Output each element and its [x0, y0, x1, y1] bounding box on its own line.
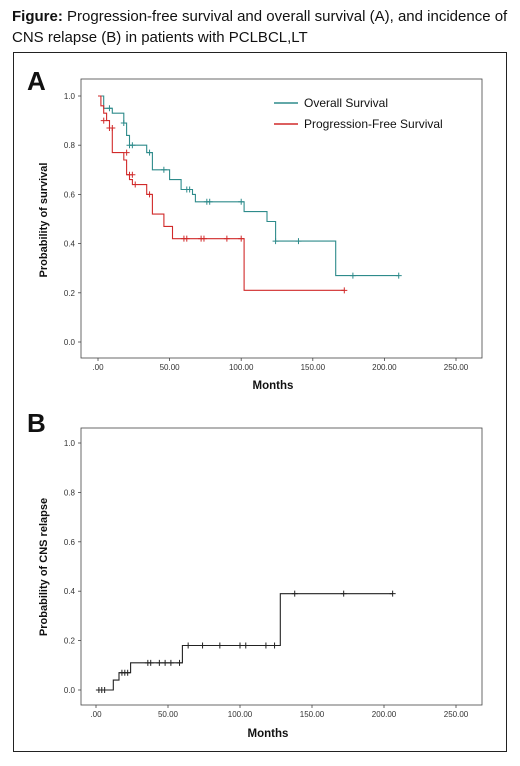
censor-mark-a-1-9	[183, 235, 190, 242]
y-tick-label-b-5: 1.0	[64, 439, 76, 448]
y-tick-label-b-2: 0.4	[64, 587, 76, 596]
plot-area-b	[80, 427, 483, 706]
censor-mark-a-0-9	[206, 198, 213, 205]
censor-mark-b-0-5	[124, 669, 131, 676]
censor-mark-a-1-2	[109, 124, 116, 131]
axis-ticks-b: .00 50.00 100.00 150.00 200.00 250.00 0.0 0.2 0.…	[64, 439, 469, 719]
censor-mark-b-0-8	[156, 659, 163, 666]
chart-panel-b: Probability of CNS relapse Months .00 50.…	[38, 427, 483, 740]
censor-mark-b-0-15	[237, 642, 243, 649]
censor-mark-a-0-10	[238, 198, 245, 205]
censor-mark-b-0-11	[176, 659, 183, 666]
x-tick-label-b-0: .00	[90, 710, 102, 719]
censor-mark-b-0-12	[185, 642, 192, 649]
x-tick-label-a-4: 200.00	[372, 363, 397, 372]
censor-mark-a-1-13	[238, 235, 245, 242]
y-tick-label-a-3: 0.6	[64, 190, 76, 199]
series-line-a-0	[98, 95, 399, 277]
censor-mark-b-0-20	[340, 590, 347, 597]
x-tick-label-b-5: 250.00	[444, 710, 469, 719]
x-tick-label-b-1: 50.00	[158, 710, 179, 719]
x-axis-label-a: Months	[253, 380, 294, 392]
legend-a: Overall Survival Progression-Free Surviv…	[274, 96, 443, 131]
y-tick-label-a-4: 0.8	[64, 141, 76, 150]
x-tick-label-a-1: 50.00	[160, 363, 181, 372]
x-tick-label-b-3: 150.00	[300, 710, 325, 719]
y-tick-label-b-3: 0.6	[64, 538, 76, 547]
censor-mark-b-0-13	[199, 642, 206, 649]
y-tick-label-a-0: 0.0	[64, 338, 76, 347]
series-line-b-0	[96, 593, 393, 691]
censor-mark-b-0-14	[216, 642, 223, 649]
censor-mark-b-0-17	[262, 642, 269, 649]
censor-mark-a-0-4	[146, 149, 153, 156]
x-tick-label-a-3: 150.00	[301, 363, 326, 372]
censor-mark-b-0-10	[167, 659, 174, 666]
x-tick-label-b-2: 100.00	[228, 710, 253, 719]
y-tick-label-b-0: 0.0	[64, 686, 76, 695]
plot-area-a	[80, 78, 483, 359]
caption-text: Progression-free survival and overall su…	[12, 8, 508, 46]
x-tick-label-a-0: .00	[92, 363, 104, 372]
series-group-a	[98, 95, 402, 294]
censor-mark-a-0-12	[295, 238, 302, 245]
y-axis-label-b: Probability of CNS relapse	[38, 498, 50, 636]
censor-mark-a-0-13	[349, 272, 356, 279]
y-tick-label-b-1: 0.2	[64, 637, 76, 646]
censor-mark-a-1-6	[132, 181, 139, 188]
censor-mark-a-1-5	[129, 171, 136, 178]
chart-panel-a: Probability of survival Months .00 50.00 1…	[38, 78, 483, 392]
x-tick-label-a-5: 250.00	[444, 363, 469, 372]
axis-ticks-a: .00 50.00 100.00 150.00 200.00 250.00 0.0 0.2 0.…	[64, 92, 469, 372]
caption-label: Figure:	[12, 8, 63, 25]
censor-mark-a-0-3	[129, 142, 136, 149]
legend-label-overall-survival: Overall Survival	[304, 96, 388, 110]
x-tick-label-a-2: 100.00	[229, 363, 254, 372]
censor-mark-b-0-7	[147, 659, 154, 666]
censor-mark-a-1-3	[123, 149, 130, 156]
legend-label-progression-free-survival: Progression-Free Survival	[304, 117, 443, 131]
x-axis-label-b: Months	[248, 728, 289, 740]
censor-mark-a-1-0	[100, 117, 107, 124]
y-tick-label-a-5: 1.0	[64, 92, 76, 101]
censor-mark-a-0-5	[160, 166, 167, 173]
figure-frame	[13, 52, 507, 752]
y-axis-label-a: Probability of survival	[38, 163, 50, 278]
y-tick-label-b-4: 0.8	[64, 488, 76, 497]
censor-mark-a-0-11	[272, 238, 279, 245]
censor-mark-b-0-18	[271, 642, 278, 649]
panel-label-b: B	[27, 408, 46, 438]
censor-mark-b-0-2	[101, 687, 108, 693]
censor-mark-a-0-7	[186, 186, 193, 193]
censor-mark-a-0-14	[395, 272, 402, 279]
x-tick-label-b-4: 200.00	[372, 710, 397, 719]
panel-label-a: A	[27, 66, 46, 96]
censor-mark-b-0-19	[291, 590, 298, 597]
censor-mark-b-0-16	[242, 642, 249, 649]
censor-mark-b-0-9	[162, 659, 169, 666]
figure-caption: Figure: Progression-free survival and ov…	[12, 6, 512, 48]
censor-mark-b-0-21	[389, 590, 396, 597]
censor-mark-a-0-0	[106, 105, 113, 112]
y-tick-label-a-1: 0.2	[64, 289, 76, 298]
censor-mark-a-0-1	[120, 120, 127, 127]
censor-mark-a-1-7	[146, 191, 153, 198]
series-group-b	[95, 590, 396, 693]
censor-mark-a-1-11	[200, 235, 207, 242]
censor-mark-a-1-14	[341, 287, 348, 294]
y-tick-label-a-2: 0.4	[64, 240, 76, 249]
censor-mark-a-1-12	[223, 235, 230, 242]
